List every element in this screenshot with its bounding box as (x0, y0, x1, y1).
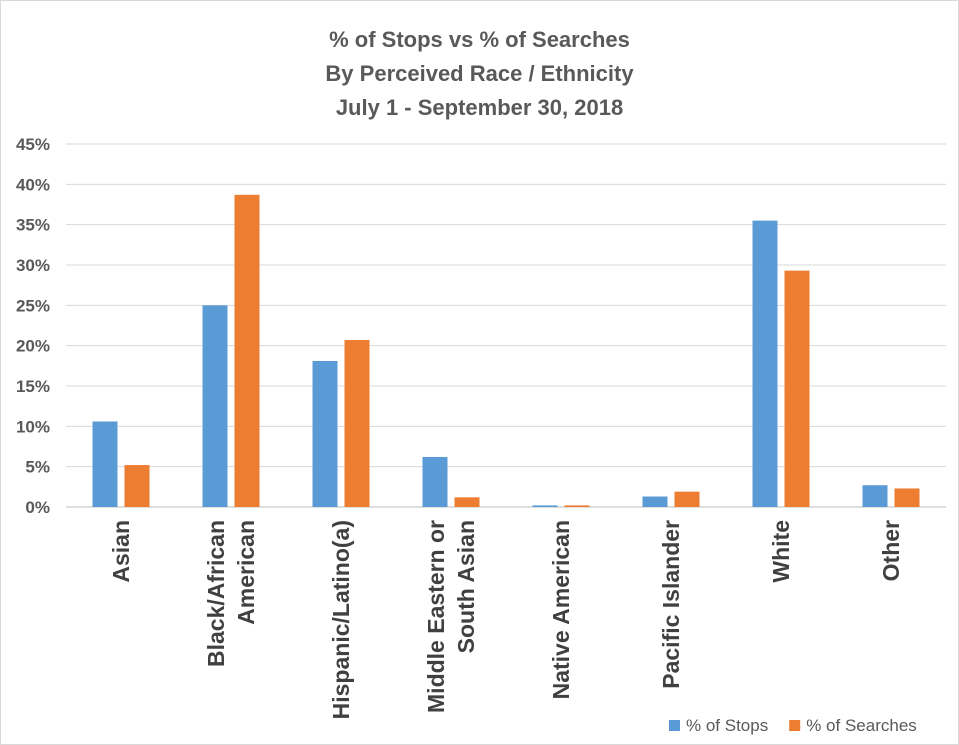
bar (862, 485, 888, 507)
bar (564, 505, 590, 507)
bar (784, 270, 810, 507)
y-tick-label: 0% (25, 498, 50, 517)
y-tick-label: 20% (16, 337, 50, 356)
y-tick-label: 25% (16, 296, 50, 315)
category-label: Pacific Islander (658, 520, 684, 689)
y-tick-label: 10% (16, 417, 50, 436)
y-tick-label: 30% (16, 256, 50, 275)
bar (422, 456, 448, 507)
bar (202, 305, 228, 507)
bar (234, 194, 260, 507)
bar (674, 491, 700, 507)
bar (894, 488, 920, 507)
category-label: Hispanic/Latino(a) (328, 520, 354, 719)
bar (92, 421, 118, 507)
category-label: Native American (548, 520, 574, 699)
chart-title-line-1: % of Stops vs % of Searches (329, 27, 630, 52)
y-tick-label: 15% (16, 377, 50, 396)
chart-title-line-3: July 1 - September 30, 2018 (335, 95, 624, 120)
bar (532, 505, 558, 507)
chart-title-line-2: By Perceived Race / Ethnicity (325, 61, 634, 86)
y-tick-label: 5% (25, 458, 50, 477)
bar (752, 220, 778, 507)
category-label: Black/African (203, 520, 229, 667)
bar (344, 340, 370, 507)
category-label: Middle Eastern or (423, 520, 449, 713)
category-label: American (233, 520, 259, 625)
bar (312, 360, 338, 507)
y-tick-label: 40% (16, 175, 50, 194)
legend-swatch (789, 720, 801, 731)
legend-label: % of Stops (686, 716, 768, 735)
legend-label: % of Searches (806, 716, 917, 735)
bar (454, 497, 480, 507)
category-label: Other (878, 520, 904, 581)
y-tick-label: 35% (16, 216, 50, 235)
category-label: Asian (108, 520, 134, 583)
category-label: White (768, 520, 794, 583)
bar (124, 465, 150, 507)
category-label: South Asian (453, 520, 479, 653)
legend-swatch (669, 720, 680, 731)
y-tick-label: 45% (16, 135, 50, 154)
bar (642, 496, 668, 507)
